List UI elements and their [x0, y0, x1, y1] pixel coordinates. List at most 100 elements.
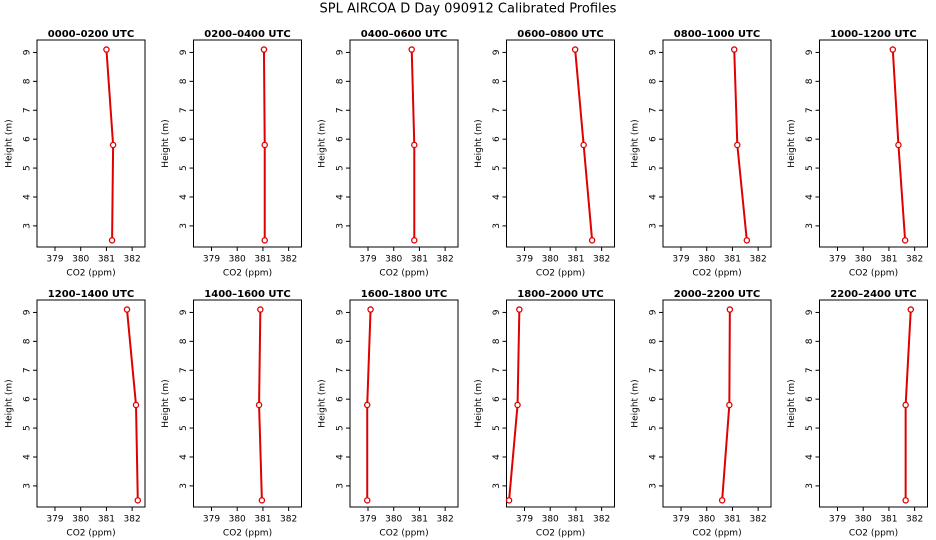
y-tick-label: 7: [805, 107, 815, 113]
data-point: [411, 237, 418, 244]
y-tick-label: 4: [23, 454, 33, 460]
y-tick-label: 9: [805, 49, 815, 55]
y-tick-label: 8: [336, 78, 346, 84]
y-tick-label: 5: [179, 165, 189, 171]
y-tick-label: 4: [492, 454, 502, 460]
x-tick-label: 380: [229, 255, 246, 265]
y-tick-label: 6: [336, 396, 346, 402]
y-tick-label: 3: [336, 223, 346, 229]
figure-title: SPL AIRCOA D Day 090912 Calibrated Profi…: [320, 2, 617, 17]
y-axis-label: Height (m): [318, 119, 328, 167]
y-tick-label: 5: [492, 165, 502, 171]
data-point: [408, 46, 415, 53]
y-tick-label: 9: [23, 49, 33, 55]
y-tick-label: 6: [336, 136, 346, 142]
y-tick-label: 7: [649, 107, 659, 113]
y-axis-label: Height (m): [474, 379, 484, 427]
y-tick-label: 9: [805, 309, 815, 315]
y-tick-label: 6: [649, 396, 659, 402]
x-tick-label: 379: [516, 255, 533, 265]
x-tick-label: 382: [906, 515, 923, 525]
y-axis-label: Height (m): [161, 119, 171, 167]
x-tick-label: 379: [359, 255, 376, 265]
x-tick-label: 380: [542, 515, 559, 525]
y-tick-label: 8: [805, 338, 815, 344]
plot-frame: [506, 299, 615, 508]
x-tick-label: 379: [516, 515, 533, 525]
y-axis-label: Height (m): [631, 379, 641, 427]
data-point: [514, 401, 521, 409]
y-tick-label: 3: [492, 223, 502, 229]
y-tick-label: 9: [23, 309, 33, 315]
y-tick-label: 4: [336, 194, 346, 200]
x-tick-label: 380: [385, 515, 402, 525]
x-tick-label: 381: [880, 255, 897, 265]
data-point: [902, 497, 909, 504]
y-tick-label: 6: [492, 396, 502, 402]
y-tick-label: 7: [805, 367, 815, 373]
data-point: [730, 46, 738, 53]
data-point: [726, 401, 733, 409]
y-axis-label: Height (m): [631, 119, 641, 167]
data-point: [132, 401, 140, 409]
y-tick-label: 8: [492, 338, 502, 344]
y-tick-label: 5: [179, 425, 189, 431]
y-tick-label: 9: [336, 309, 346, 315]
plot-frame: [506, 39, 615, 248]
y-tick-label: 4: [649, 454, 659, 460]
x-axis-label: CO2 (ppm): [379, 529, 428, 539]
panel-title: 1200–1400 UTC: [48, 289, 134, 300]
x-axis-label: CO2 (ppm): [66, 269, 115, 279]
data-point: [261, 237, 268, 244]
panel-title: 0200–0400 UTC: [204, 29, 290, 40]
y-tick-label: 8: [179, 338, 189, 344]
y-tick-label: 3: [23, 223, 33, 229]
x-tick-label: 382: [750, 515, 767, 525]
y-tick-label: 7: [492, 107, 502, 113]
panel-title: 0000–0200 UTC: [48, 29, 134, 40]
plot-frame: [662, 299, 772, 508]
x-tick-label: 380: [855, 255, 872, 265]
y-tick-label: 7: [23, 367, 33, 373]
y-tick-label: 4: [805, 194, 815, 200]
x-tick-label: 380: [385, 255, 402, 265]
data-point: [103, 46, 110, 53]
y-tick-label: 5: [492, 425, 502, 431]
x-tick-label: 380: [72, 255, 89, 265]
x-axis-label: CO2 (ppm): [223, 269, 272, 279]
x-tick-label: 381: [254, 255, 271, 265]
plot-frame: [193, 39, 302, 248]
y-tick-label: 5: [649, 425, 659, 431]
x-tick-label: 381: [254, 515, 271, 525]
data-point: [363, 401, 371, 409]
data-point: [726, 306, 734, 313]
data-point: [889, 46, 897, 53]
y-tick-label: 4: [179, 454, 189, 460]
y-tick-label: 3: [179, 223, 189, 229]
x-axis-label: CO2 (ppm): [379, 269, 428, 279]
y-tick-label: 5: [23, 425, 33, 431]
data-point: [895, 141, 902, 149]
x-tick-label: 382: [593, 515, 610, 525]
x-axis-label: CO2 (ppm): [692, 269, 741, 279]
y-tick-label: 3: [805, 483, 815, 489]
x-tick-label: 379: [829, 515, 846, 525]
panel-title: 0600–0800 UTC: [517, 29, 603, 40]
panel-title: 1800–2000 UTC: [517, 289, 603, 300]
x-tick-label: 382: [124, 515, 141, 525]
y-axis-label: Height (m): [787, 119, 797, 167]
y-tick-label: 8: [492, 78, 502, 84]
y-tick-label: 3: [492, 483, 502, 489]
y-axis-label: Height (m): [5, 379, 15, 427]
y-tick-label: 5: [805, 425, 815, 431]
data-point: [134, 497, 142, 504]
x-tick-label: 382: [437, 515, 454, 525]
y-tick-label: 8: [805, 78, 815, 84]
x-tick-label: 379: [829, 255, 846, 265]
panel-title: 1600–1800 UTC: [361, 289, 447, 300]
x-tick-label: 382: [280, 515, 297, 525]
y-axis-label: Height (m): [318, 379, 328, 427]
y-tick-label: 6: [649, 136, 659, 142]
data-point: [260, 46, 268, 53]
data-point: [367, 306, 374, 313]
